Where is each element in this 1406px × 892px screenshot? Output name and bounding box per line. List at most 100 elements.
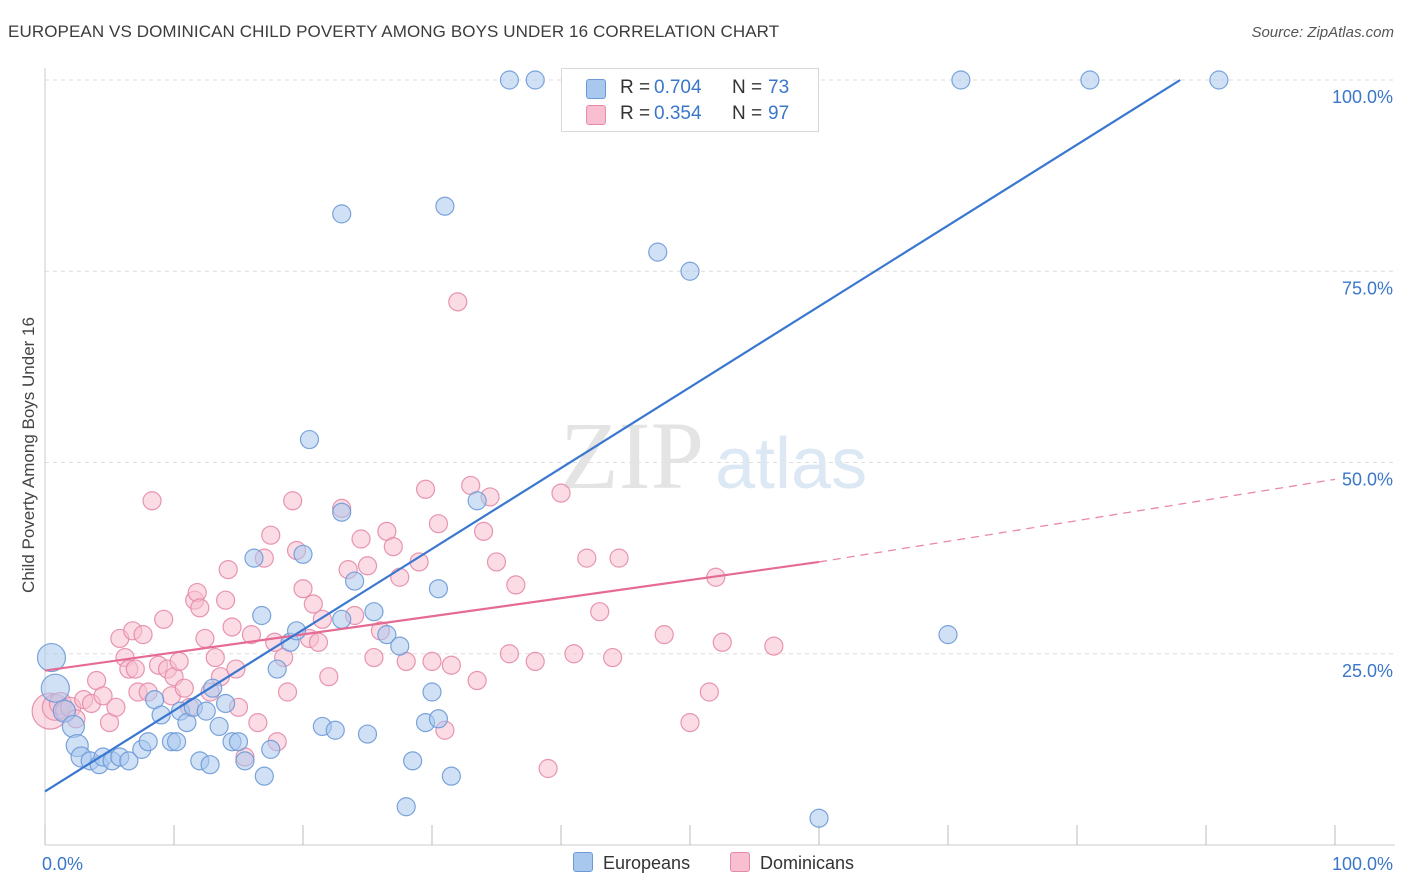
- correlation-legend: R = 0.704 N = 73 R = 0.354 N = 97: [561, 68, 819, 132]
- dominicans-point: [142, 491, 162, 511]
- dominicans-point: [169, 651, 189, 672]
- europeans-point: [61, 714, 85, 739]
- europeans-point: [228, 732, 249, 752]
- europeans-point: [809, 808, 829, 828]
- europeans-point: [428, 579, 449, 599]
- dominicans-point: [441, 655, 461, 675]
- dominicans-point: [222, 617, 242, 637]
- dominicans-point: [486, 552, 507, 572]
- dominicans-point: [93, 686, 113, 706]
- europeans-trend-line: [44, 79, 1181, 793]
- europeans-point: [216, 693, 236, 714]
- dominicans-trend-extension: [818, 478, 1336, 563]
- dominicans-point: [390, 567, 410, 587]
- europeans-point: [364, 602, 384, 622]
- dominicans-point: [699, 682, 719, 702]
- dominicans-point: [351, 529, 371, 549]
- dominicans-point: [218, 559, 238, 580]
- dominicans-point: [261, 525, 281, 545]
- dominicans-point: [602, 647, 623, 668]
- europeans-point: [200, 755, 220, 775]
- europeans-point: [36, 642, 67, 673]
- dominicans-point: [190, 598, 210, 618]
- europeans-point: [325, 720, 345, 740]
- europeans-point: [244, 548, 264, 568]
- europeans-points: [36, 70, 1229, 828]
- dominicans-point: [499, 644, 519, 664]
- y-tick-label: 25.0%: [1342, 661, 1393, 681]
- dominicans-point: [125, 659, 145, 679]
- europeans-point: [332, 204, 352, 224]
- legend-n-value: 97: [768, 103, 790, 124]
- dominicans-point: [525, 651, 545, 672]
- bottom-legend-europeans: Europeans: [573, 852, 690, 874]
- europeans-point: [40, 673, 70, 703]
- dominicans-point: [577, 548, 597, 568]
- europeans-point: [261, 739, 281, 759]
- dominicans-point: [590, 602, 610, 622]
- dominicans-point: [303, 594, 323, 614]
- dominicans-point: [764, 636, 784, 656]
- dominicans-point: [277, 682, 298, 702]
- europeans-point: [680, 261, 700, 281]
- dominicans-point: [241, 625, 261, 645]
- dominicans-point: [551, 483, 571, 503]
- dominicans-point: [205, 647, 225, 668]
- y-tick-label: 100.0%: [1332, 87, 1393, 107]
- europeans-point: [1080, 70, 1100, 90]
- dominicans-point: [448, 292, 468, 312]
- dominicans-point: [357, 556, 378, 576]
- dominicans-point: [712, 632, 732, 652]
- europeans-point: [357, 724, 378, 744]
- bottom-legend-dominicans: Dominicans: [730, 852, 854, 874]
- europeans-point: [390, 636, 410, 656]
- dominicans-point: [506, 575, 526, 595]
- europeans-point: [648, 242, 668, 262]
- legend-n-label: N =: [732, 77, 763, 98]
- dominicans-trend-line: [44, 560, 820, 672]
- dominicans-swatch: [586, 105, 606, 125]
- dominicans-point: [422, 651, 442, 672]
- legend-r-value: 0.354: [654, 103, 702, 124]
- europeans-point: [196, 701, 216, 721]
- europeans-point: [166, 732, 187, 752]
- europeans-point: [332, 609, 352, 629]
- dominicans-points: [31, 292, 784, 779]
- dominicans-point: [133, 625, 153, 645]
- europeans-point: [345, 571, 365, 591]
- dominicans-point: [680, 712, 700, 733]
- europeans-point: [428, 709, 449, 729]
- dominicans-point: [106, 697, 126, 717]
- dominicans-point: [283, 491, 303, 511]
- europeans-point: [254, 766, 274, 786]
- legend-row-europeans: R = 0.704 N = 73: [562, 75, 818, 101]
- tick-labels: 25.0% 50.0% 75.0% 100.0% 0.0% 100.0%: [42, 87, 1393, 874]
- europeans-point: [435, 196, 455, 216]
- legend-row-dominicans: R = 0.354 N = 97: [562, 101, 818, 127]
- y-axis-title: Child Poverty Among Boys Under 16: [19, 317, 38, 593]
- y-tick-label: 50.0%: [1342, 470, 1393, 490]
- europeans-label: Europeans: [603, 853, 691, 873]
- europeans-point: [267, 659, 287, 679]
- europeans-point: [209, 716, 229, 737]
- dominicans-point: [195, 628, 215, 649]
- europeans-point: [332, 502, 352, 522]
- trend-lines: [44, 79, 1336, 793]
- dominicans-swatch: [730, 852, 750, 872]
- dominicans-point: [308, 632, 329, 652]
- watermark-zip: ZIP: [560, 402, 704, 509]
- europeans-point: [138, 732, 158, 752]
- europeans-point: [252, 605, 272, 626]
- europeans-point: [441, 766, 461, 786]
- dominicans-point: [248, 712, 268, 733]
- europeans-point: [151, 705, 171, 725]
- europeans-point: [293, 544, 313, 564]
- legend-n-label: N =: [732, 103, 763, 124]
- dominicans-point: [538, 758, 558, 779]
- y-tick-label: 75.0%: [1342, 278, 1393, 298]
- europeans-point: [235, 751, 255, 771]
- europeans-point: [422, 682, 442, 702]
- dominicans-point: [383, 537, 403, 557]
- europeans-swatch: [586, 79, 606, 99]
